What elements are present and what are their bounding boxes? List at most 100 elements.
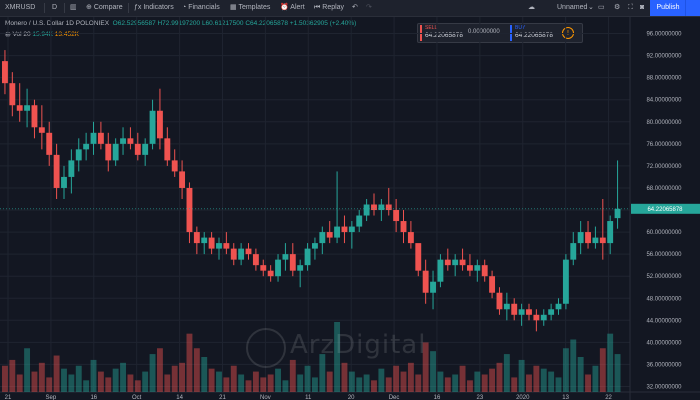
- layout-name[interactable]: Unnamed: [557, 4, 588, 11]
- financials-label: Financials: [188, 4, 220, 11]
- volume-bar: [599, 348, 606, 392]
- x-tick-label: 20: [348, 395, 355, 400]
- candle-body: [134, 143, 141, 155]
- candle-body: [437, 259, 444, 282]
- alarm-clock-icon: ⏰: [280, 4, 289, 11]
- watermark-logo: [246, 328, 286, 368]
- candle-body: [356, 215, 363, 227]
- x-tick-label: 13: [562, 395, 569, 400]
- x-tick-label: 16: [434, 395, 441, 400]
- candle-body: [393, 210, 400, 222]
- sell-button[interactable]: SELL 64.22065878: [420, 25, 464, 41]
- sell-label: SELL: [425, 25, 438, 31]
- bar-style-icon[interactable]: ▥: [70, 4, 77, 11]
- indicators-icon: ƒx: [134, 4, 142, 11]
- templates-icon: ▦: [230, 4, 237, 11]
- volume-bar: [68, 374, 75, 392]
- volume-bar: [533, 365, 540, 392]
- volume-bar: [142, 371, 149, 392]
- y-tick-label: 36.00000000: [646, 362, 682, 368]
- volume-bar: [171, 365, 178, 392]
- alert-button[interactable]: ⏰ Alert: [280, 0, 305, 16]
- chart-legend: Monero / U.S. Dollar 1D POLONIEX O62.529…: [5, 19, 356, 28]
- sell-price: 64.22065878: [425, 32, 463, 39]
- volume-bar: [334, 322, 341, 392]
- x-tick-label: Nov: [260, 395, 271, 400]
- financials-button[interactable]: ◔ Financials: [182, 0, 220, 16]
- volume-bar: [540, 368, 547, 392]
- candle-body: [164, 138, 171, 161]
- volume-bar: [127, 374, 134, 392]
- candle-body: [348, 226, 355, 233]
- templates-button[interactable]: ▦ Templates: [230, 0, 270, 16]
- candle-body: [548, 309, 555, 315]
- candle-body: [518, 309, 525, 315]
- y-tick-label: 48.00000000: [646, 296, 682, 302]
- redo-icon[interactable]: ↷: [366, 4, 372, 11]
- volume-bar: [289, 359, 296, 392]
- volume-bar: [393, 365, 400, 392]
- buy-button[interactable]: BUY 64.22065878: [510, 25, 558, 41]
- cloud-icon[interactable]: ☁: [528, 4, 535, 11]
- volume-bar: [452, 374, 459, 392]
- candle-body: [459, 259, 466, 266]
- layout-grid-icon[interactable]: ▭: [598, 4, 605, 11]
- volume-bar: [186, 333, 193, 392]
- candle-body: [223, 243, 230, 249]
- candle-body: [592, 237, 599, 244]
- y-tick-label: 40.00000000: [646, 340, 682, 346]
- y-tick-label: 92.00000000: [646, 54, 682, 60]
- volume-bar: [415, 374, 422, 392]
- compare-label: Compare: [93, 4, 123, 11]
- toolbar-divider: [128, 3, 129, 13]
- symbol-search[interactable]: XMRUSD: [5, 4, 36, 11]
- candle-body: [555, 303, 562, 310]
- plus-circle-icon: ⊕: [86, 4, 92, 11]
- x-tick-label: 21: [5, 395, 12, 400]
- publish-button[interactable]: Publish: [650, 0, 686, 16]
- volume-bar: [16, 374, 23, 392]
- volume-bar: [208, 368, 215, 392]
- candle-body: [75, 149, 82, 161]
- templates-label: Templates: [238, 4, 271, 11]
- volume-bar: [356, 377, 363, 392]
- volume-bar: [319, 354, 326, 392]
- x-tick-label: 22: [605, 395, 612, 400]
- candle-body: [53, 154, 60, 188]
- volume-bar: [467, 380, 473, 392]
- interval-selector[interactable]: D: [52, 4, 58, 11]
- share-icon[interactable]: [685, 0, 700, 16]
- fullscreen-icon[interactable]: ⛶: [628, 4, 633, 11]
- candle-body: [171, 160, 178, 172]
- chevron-down-icon[interactable]: ⌄: [588, 4, 594, 11]
- volume-bar: [230, 365, 237, 392]
- candle-body: [149, 110, 156, 144]
- candle-body: [275, 259, 281, 277]
- volume-bar: [252, 371, 259, 392]
- volume-bar: [216, 371, 222, 392]
- candle-body: [400, 221, 407, 233]
- compare-button[interactable]: ⊕ Compare: [86, 0, 123, 16]
- volume-bar: [385, 377, 392, 392]
- volume-bar: [179, 362, 186, 392]
- indicators-button[interactable]: ƒx Indicators: [134, 0, 174, 16]
- undo-icon[interactable]: ↶: [352, 4, 358, 11]
- camera-icon[interactable]: ◙: [640, 4, 645, 11]
- x-tick-label: 23: [477, 395, 484, 400]
- y-tick-label: 60.00000000: [646, 230, 682, 236]
- candle-body: [415, 243, 422, 271]
- gear-icon[interactable]: ⚙: [614, 4, 621, 11]
- volume-bar: [282, 380, 289, 392]
- candle-body: [607, 221, 614, 244]
- replay-button[interactable]: ⏮ Replay: [314, 0, 344, 16]
- candle-body: [61, 176, 67, 188]
- candle-body: [385, 204, 392, 211]
- y-tick-label: 32.00000000: [646, 384, 682, 390]
- y-tick-label: 96.00000000: [646, 32, 682, 38]
- candle-body: [230, 248, 237, 260]
- x-tick-label: Dec: [389, 395, 400, 400]
- candle-body: [297, 265, 304, 271]
- volume-bar: [275, 368, 281, 392]
- candle-body: [481, 265, 488, 277]
